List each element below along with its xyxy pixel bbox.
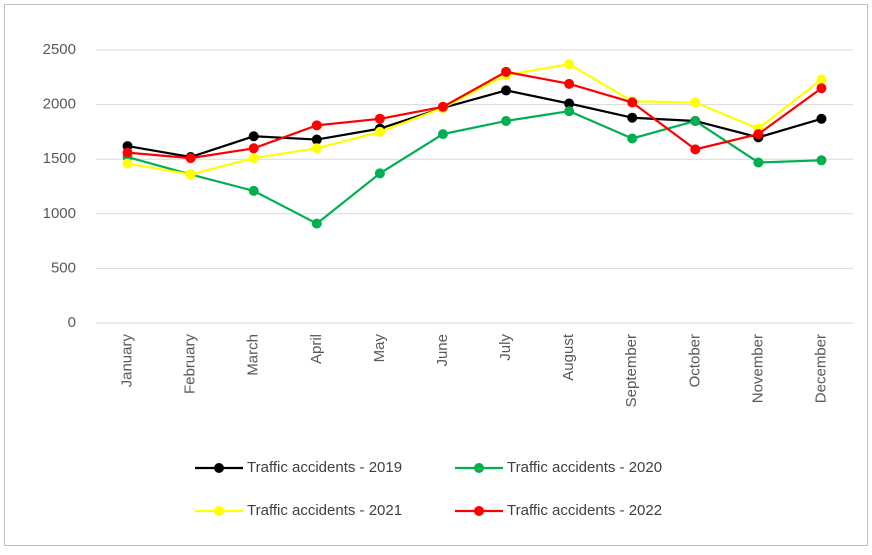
x-tick-label: July	[497, 334, 514, 361]
y-tick-label: 1000	[43, 205, 76, 222]
y-tick-label: 1500	[43, 150, 76, 167]
data-point	[816, 155, 827, 166]
x-tick-label: March	[245, 334, 262, 376]
data-point	[122, 158, 133, 169]
data-point	[122, 147, 133, 158]
x-tick-label: June	[434, 334, 451, 367]
data-point	[311, 134, 322, 145]
data-point	[753, 129, 764, 140]
y-tick-label: 2000	[43, 96, 76, 113]
x-tick-label: May	[371, 334, 388, 363]
legend-label: Traffic accidents - 2021	[247, 502, 402, 519]
data-point	[690, 115, 701, 126]
data-point	[248, 143, 259, 154]
x-tick-label: August	[560, 333, 577, 381]
legend-label: Traffic accidents - 2020	[507, 459, 662, 476]
data-point	[501, 66, 512, 77]
data-point	[248, 185, 259, 196]
data-point	[185, 169, 196, 180]
series-line	[127, 110, 822, 225]
x-tick-label: December	[812, 334, 829, 403]
series-line	[127, 63, 823, 176]
data-point	[248, 131, 259, 142]
data-point	[185, 153, 196, 164]
data-point	[437, 129, 448, 140]
x-tick-label: October	[686, 334, 703, 387]
data-point	[627, 133, 638, 144]
data-point	[564, 98, 575, 109]
legend-marker	[474, 506, 484, 516]
data-point	[311, 143, 322, 154]
chart-border	[4, 4, 868, 546]
data-point	[311, 218, 322, 229]
x-tick-label: January	[119, 334, 136, 388]
data-point	[690, 144, 701, 155]
data-point	[374, 126, 385, 137]
x-tick-label: April	[308, 334, 325, 364]
data-point	[816, 83, 827, 94]
data-point	[753, 157, 764, 168]
x-tick-label: September	[623, 334, 640, 407]
data-point	[690, 97, 701, 108]
data-point	[501, 115, 512, 126]
legend-marker	[474, 463, 484, 473]
data-point	[501, 85, 512, 96]
data-point	[564, 78, 575, 89]
y-tick-label: 0	[68, 314, 76, 331]
series-line	[127, 89, 822, 159]
data-point	[816, 74, 827, 85]
data-point	[248, 153, 259, 164]
data-point	[311, 120, 322, 131]
legend-label: Traffic accidents - 2022	[507, 502, 662, 519]
legend-marker	[214, 506, 224, 516]
data-point	[627, 97, 638, 108]
data-point	[627, 112, 638, 123]
data-point	[374, 168, 385, 179]
data-point	[564, 106, 575, 117]
data-point	[564, 59, 575, 70]
y-tick-label: 500	[51, 259, 76, 276]
y-tick-label: 2500	[43, 41, 76, 58]
series-line	[127, 70, 823, 160]
legend-marker	[214, 463, 224, 473]
data-point	[374, 113, 385, 124]
legend-label: Traffic accidents - 2019	[247, 459, 402, 476]
data-point	[816, 113, 827, 124]
data-point	[437, 101, 448, 112]
x-tick-label: February	[182, 334, 199, 395]
x-tick-label: November	[749, 334, 766, 403]
